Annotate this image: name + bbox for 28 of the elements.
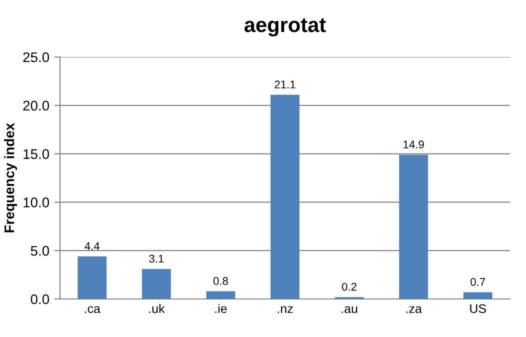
y-tick-label: 10.0	[24, 198, 50, 208]
y-tick-label: 20.0	[23, 100, 50, 111]
bar	[142, 268, 171, 299]
data-label: 0.7	[470, 278, 486, 286]
bar	[78, 256, 107, 299]
data-label: 4.4	[84, 242, 100, 250]
x-tick-label: US	[470, 304, 486, 314]
x-tick-label: .nz	[278, 306, 293, 313]
data-label: 0.2	[342, 282, 356, 291]
y-tick-label: 0.0	[30, 294, 50, 304]
bar	[463, 292, 492, 299]
x-tick-label: .ie	[215, 304, 227, 314]
bar	[206, 291, 236, 299]
chart-title: aegrotat	[244, 18, 326, 36]
x-tick-label: .au	[342, 306, 358, 314]
y-axis-title: Frequency index	[4, 122, 17, 232]
y-tick-label: 15.0	[24, 149, 50, 159]
bar	[270, 94, 300, 299]
bar	[399, 154, 428, 299]
y-tick-label: 25.0	[23, 52, 50, 62]
data-label: 14.9	[404, 140, 424, 148]
data-label: 3.1	[149, 254, 164, 263]
data-label: 0.8	[213, 277, 228, 285]
x-tick-label: .za	[406, 306, 422, 314]
x-tick-label: .uk	[149, 304, 165, 314]
y-tick-label: 5.0	[30, 246, 50, 256]
x-tick-label: .ca	[84, 306, 100, 314]
data-label: 21.1	[274, 80, 296, 88]
